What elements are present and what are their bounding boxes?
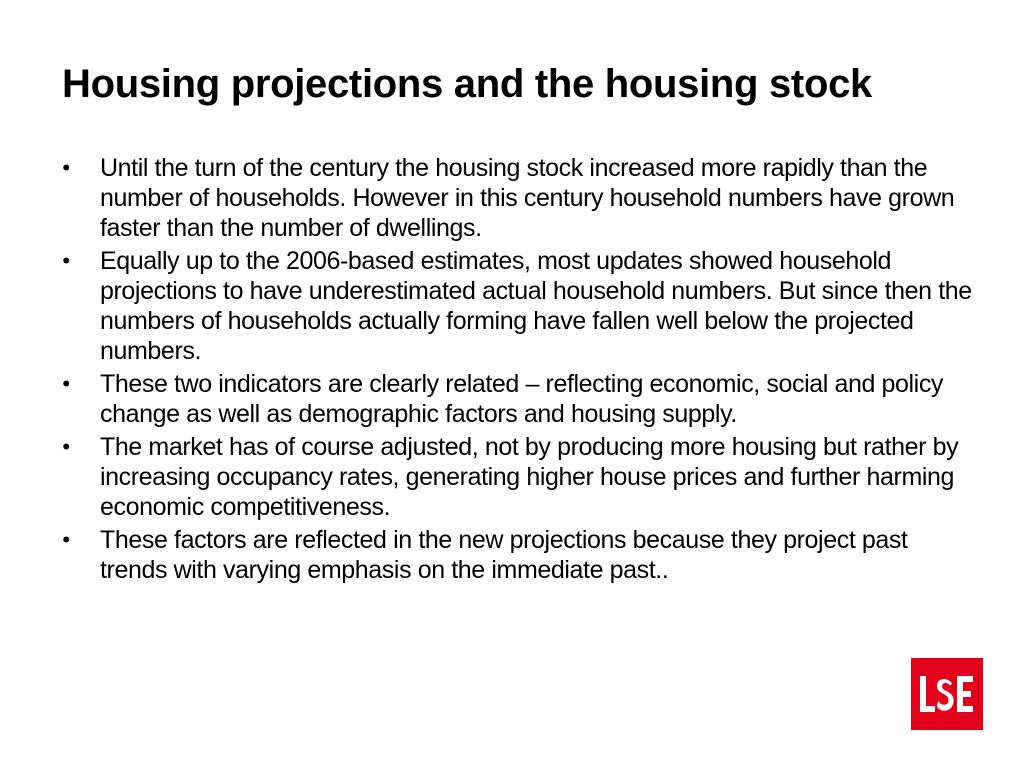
slide-title: Housing projections and the housing stoc… [62,62,872,106]
bullet-text: These two indicators are clearly related… [100,370,944,428]
bullet-list: • Until the turn of the century the hous… [56,153,976,588]
bullet-text: The market has of course adjusted, not b… [100,433,959,521]
bullet-dot-icon: • [62,155,70,180]
bullet-text: Until the turn of the century the housin… [100,154,955,242]
bullet-text: These factors are reflected in the new p… [100,526,908,584]
bullet-dot-icon: • [62,371,70,396]
bullet-item: • These factors are reflected in the new… [56,525,976,585]
bullet-item: • These two indicators are clearly relat… [56,369,976,429]
bullet-text: Equally up to the 2006-based estimates, … [100,247,972,365]
lse-logo [911,658,983,730]
bullet-dot-icon: • [62,248,70,273]
lse-logo-icon [920,676,973,712]
bullet-item: • The market has of course adjusted, not… [56,432,976,522]
bullet-item: • Until the turn of the century the hous… [56,153,976,243]
bullet-dot-icon: • [62,527,70,552]
bullet-dot-icon: • [62,434,70,459]
bullet-item: • Equally up to the 2006-based estimates… [56,246,976,366]
